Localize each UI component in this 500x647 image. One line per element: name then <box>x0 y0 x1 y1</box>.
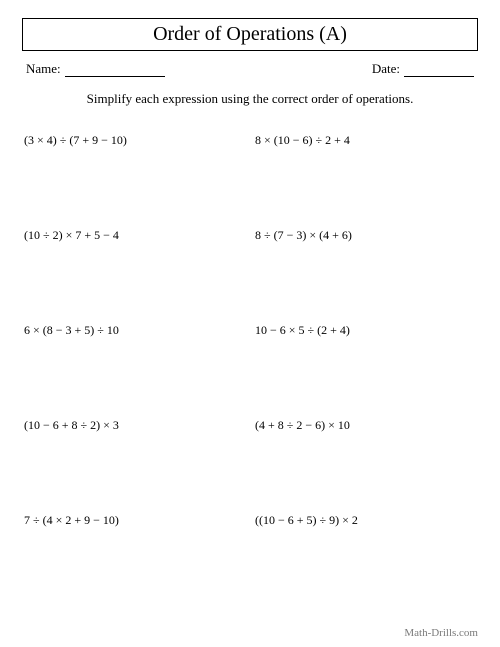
problem: (10 ÷ 2) × 7 + 5 − 4 <box>24 228 245 243</box>
name-field: Name: <box>26 61 165 77</box>
problems-grid: (3 × 4) ÷ (7 + 9 − 10) 8 × (10 − 6) ÷ 2 … <box>22 133 478 528</box>
date-line <box>404 63 474 77</box>
name-line <box>65 63 165 77</box>
problem: 8 ÷ (7 − 3) × (4 + 6) <box>255 228 476 243</box>
problem: ((10 − 6 + 5) ÷ 9) × 2 <box>255 513 476 528</box>
name-label: Name: <box>26 61 61 77</box>
problem: 7 ÷ (4 × 2 + 9 − 10) <box>24 513 245 528</box>
page-title: Order of Operations (A) <box>23 23 477 46</box>
problem: 8 × (10 − 6) ÷ 2 + 4 <box>255 133 476 148</box>
problem: 6 × (8 − 3 + 5) ÷ 10 <box>24 323 245 338</box>
problem: 10 − 6 × 5 ÷ (2 + 4) <box>255 323 476 338</box>
problem: (3 × 4) ÷ (7 + 9 − 10) <box>24 133 245 148</box>
date-field: Date: <box>372 61 474 77</box>
title-box: Order of Operations (A) <box>22 18 478 51</box>
date-label: Date: <box>372 61 400 77</box>
footer-credit: Math-Drills.com <box>404 627 478 639</box>
instructions: Simplify each expression using the corre… <box>22 91 478 107</box>
problem: (10 − 6 + 8 ÷ 2) × 3 <box>24 418 245 433</box>
name-date-row: Name: Date: <box>22 61 478 77</box>
problem: (4 + 8 ÷ 2 − 6) × 10 <box>255 418 476 433</box>
